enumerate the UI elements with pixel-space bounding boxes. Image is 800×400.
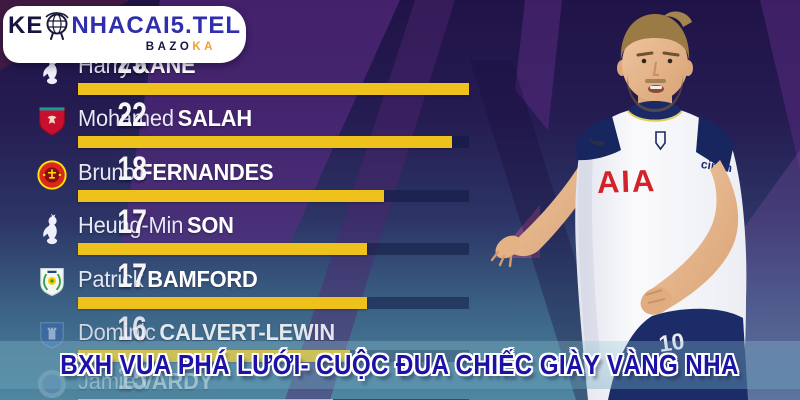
player-first-name: Patrick: [78, 266, 144, 292]
player-photo: AIA cinch 10: [490, 11, 748, 400]
scorer-row: Patrick BAMFORD 17: [0, 257, 480, 314]
goals-value: 17: [117, 257, 147, 295]
player-name: Heung-Min SON: [78, 212, 234, 239]
player-arm: [508, 150, 600, 257]
goals-bar: [78, 243, 367, 255]
player-name: JamieVARDY: [78, 368, 213, 395]
tottenham-badge-icon: [34, 210, 70, 246]
player-first-name: Jamie: [78, 368, 136, 394]
scorer-row: Mohamed SALAH 22: [0, 96, 480, 153]
scorer-row: Dominic CALVERT-LEWIN 16: [0, 310, 480, 367]
player-last-name: BAMFORD: [147, 266, 258, 292]
leeds-badge-icon: [34, 264, 70, 300]
caption-text: BXH VUA PHÁ LƯỚI- CUỘC ĐUA CHIẾC GIÀY VÀ…: [60, 349, 740, 380]
player-first-name: Dominic: [78, 319, 156, 345]
brand-tagline: BAZOKA: [145, 41, 216, 53]
shirt-sponsor-text: AIA: [596, 163, 657, 200]
nike-swoosh-icon: [588, 138, 605, 146]
player-last-name: FERNANDES: [139, 159, 274, 185]
scorer-row: Bruno FERNANDES 18: [0, 150, 480, 207]
player-last-name: VARDY: [139, 368, 213, 394]
goals-value: 16: [117, 310, 147, 348]
player-last-name: SON: [186, 212, 234, 238]
brand-suffix: NHACAI5.TEL: [71, 12, 241, 39]
goals-value: 22: [117, 96, 147, 134]
player-arm: [650, 160, 739, 310]
player-name: Bruno FERNANDES: [78, 159, 274, 186]
goals-bar: [78, 136, 452, 148]
everton-badge-icon: [34, 317, 70, 353]
scorer-row: Heung-Min SON 17: [0, 203, 480, 260]
goals-bar: [78, 190, 384, 202]
caption-banner: BXH VUA PHÁ LƯỚI- CUỘC ĐUA CHIẾC GIÀY VÀ…: [0, 341, 800, 389]
player-last-name: CALVERT-LEWIN: [159, 319, 335, 345]
player-first-name: Mohamed: [78, 105, 174, 131]
player-first-name: Bruno: [78, 159, 136, 185]
leicester-badge-icon: [34, 366, 70, 400]
goals-value: 15: [117, 359, 147, 398]
goals-value: 17: [117, 203, 147, 241]
goals-bar: [78, 297, 367, 309]
player-first-name: Heung-Min: [78, 212, 184, 238]
goals-bar: [78, 350, 350, 362]
sleeve-sponsor-text: cinch: [700, 157, 733, 175]
man-united-badge-icon: [34, 157, 70, 193]
player-name: Mohamed SALAH: [78, 105, 252, 132]
tottenham-crest-icon: [655, 131, 666, 151]
brand-wordmark: KE NHACAI5.TEL: [3, 12, 246, 40]
player-face: [622, 27, 688, 101]
goals-value: 18: [117, 150, 147, 188]
player-name: Dominic CALVERT-LEWIN: [78, 319, 335, 346]
brand-logo: KE NHACAI5.TEL BAZOKA: [3, 6, 246, 63]
player-last-name: SALAH: [177, 105, 253, 131]
liverpool-badge-icon: [34, 103, 70, 139]
brand-prefix: KE: [7, 12, 44, 39]
globe-mascot-icon: [45, 12, 69, 40]
goals-bar: [78, 83, 469, 95]
player-name: Patrick BAMFORD: [78, 266, 258, 293]
